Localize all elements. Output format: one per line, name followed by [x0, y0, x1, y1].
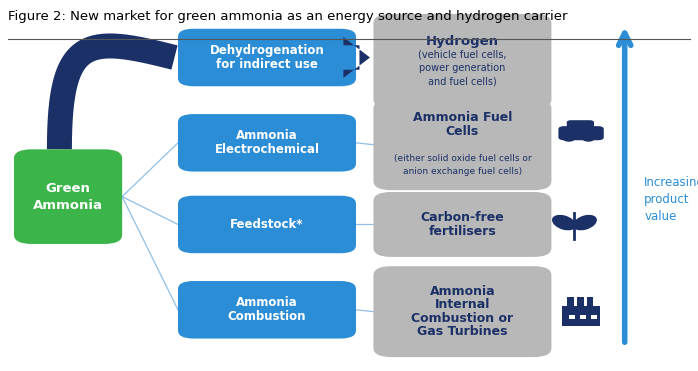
Text: Increasing
product
value: Increasing product value: [644, 176, 698, 223]
FancyBboxPatch shape: [567, 120, 594, 130]
FancyBboxPatch shape: [14, 150, 122, 244]
FancyBboxPatch shape: [580, 315, 586, 319]
FancyBboxPatch shape: [373, 99, 551, 190]
Text: Gas Turbines: Gas Turbines: [417, 325, 507, 338]
Polygon shape: [343, 37, 370, 78]
FancyBboxPatch shape: [562, 306, 600, 326]
Text: Internal: Internal: [435, 298, 490, 312]
Text: Combustion: Combustion: [228, 310, 306, 324]
Text: power generation: power generation: [419, 63, 505, 73]
Text: Dehydrogenation: Dehydrogenation: [209, 44, 325, 57]
FancyBboxPatch shape: [567, 297, 574, 306]
FancyBboxPatch shape: [373, 14, 551, 108]
Text: Figure 2: New market for green ammonia as an energy source and hydrogen carrier: Figure 2: New market for green ammonia a…: [8, 10, 568, 23]
Text: fertilisers: fertilisers: [429, 224, 496, 238]
FancyBboxPatch shape: [569, 315, 575, 319]
Text: and fuel cells): and fuel cells): [428, 76, 497, 86]
Text: Hydrogen: Hydrogen: [426, 35, 499, 48]
FancyBboxPatch shape: [558, 126, 604, 140]
Text: Combustion or: Combustion or: [411, 312, 514, 325]
Text: Ammonia: Ammonia: [236, 129, 298, 142]
FancyBboxPatch shape: [178, 29, 356, 86]
Circle shape: [582, 135, 595, 142]
FancyBboxPatch shape: [373, 266, 551, 357]
FancyBboxPatch shape: [577, 297, 584, 306]
FancyBboxPatch shape: [591, 315, 597, 319]
Text: (either solid oxide fuel cells or: (either solid oxide fuel cells or: [394, 154, 531, 162]
Text: Ammonia: Ammonia: [236, 296, 298, 309]
Text: Green
Ammonia: Green Ammonia: [33, 182, 103, 211]
FancyBboxPatch shape: [373, 192, 551, 257]
FancyBboxPatch shape: [178, 196, 356, 253]
Ellipse shape: [573, 215, 597, 230]
Ellipse shape: [552, 215, 576, 230]
Text: Electrochemical: Electrochemical: [214, 143, 320, 157]
FancyBboxPatch shape: [178, 281, 356, 338]
Text: Carbon-free: Carbon-free: [421, 211, 504, 224]
Text: anion exchange fuel cells): anion exchange fuel cells): [403, 167, 522, 176]
FancyBboxPatch shape: [587, 297, 593, 306]
Text: Feedstock*: Feedstock*: [230, 218, 304, 231]
Text: for indirect use: for indirect use: [216, 58, 318, 71]
Circle shape: [563, 135, 575, 142]
Text: (vehicle fuel cells,: (vehicle fuel cells,: [418, 50, 507, 59]
Text: Ammonia Fuel: Ammonia Fuel: [413, 111, 512, 125]
Text: Cells: Cells: [446, 125, 479, 138]
FancyBboxPatch shape: [178, 114, 356, 171]
Text: Ammonia: Ammonia: [429, 285, 496, 298]
